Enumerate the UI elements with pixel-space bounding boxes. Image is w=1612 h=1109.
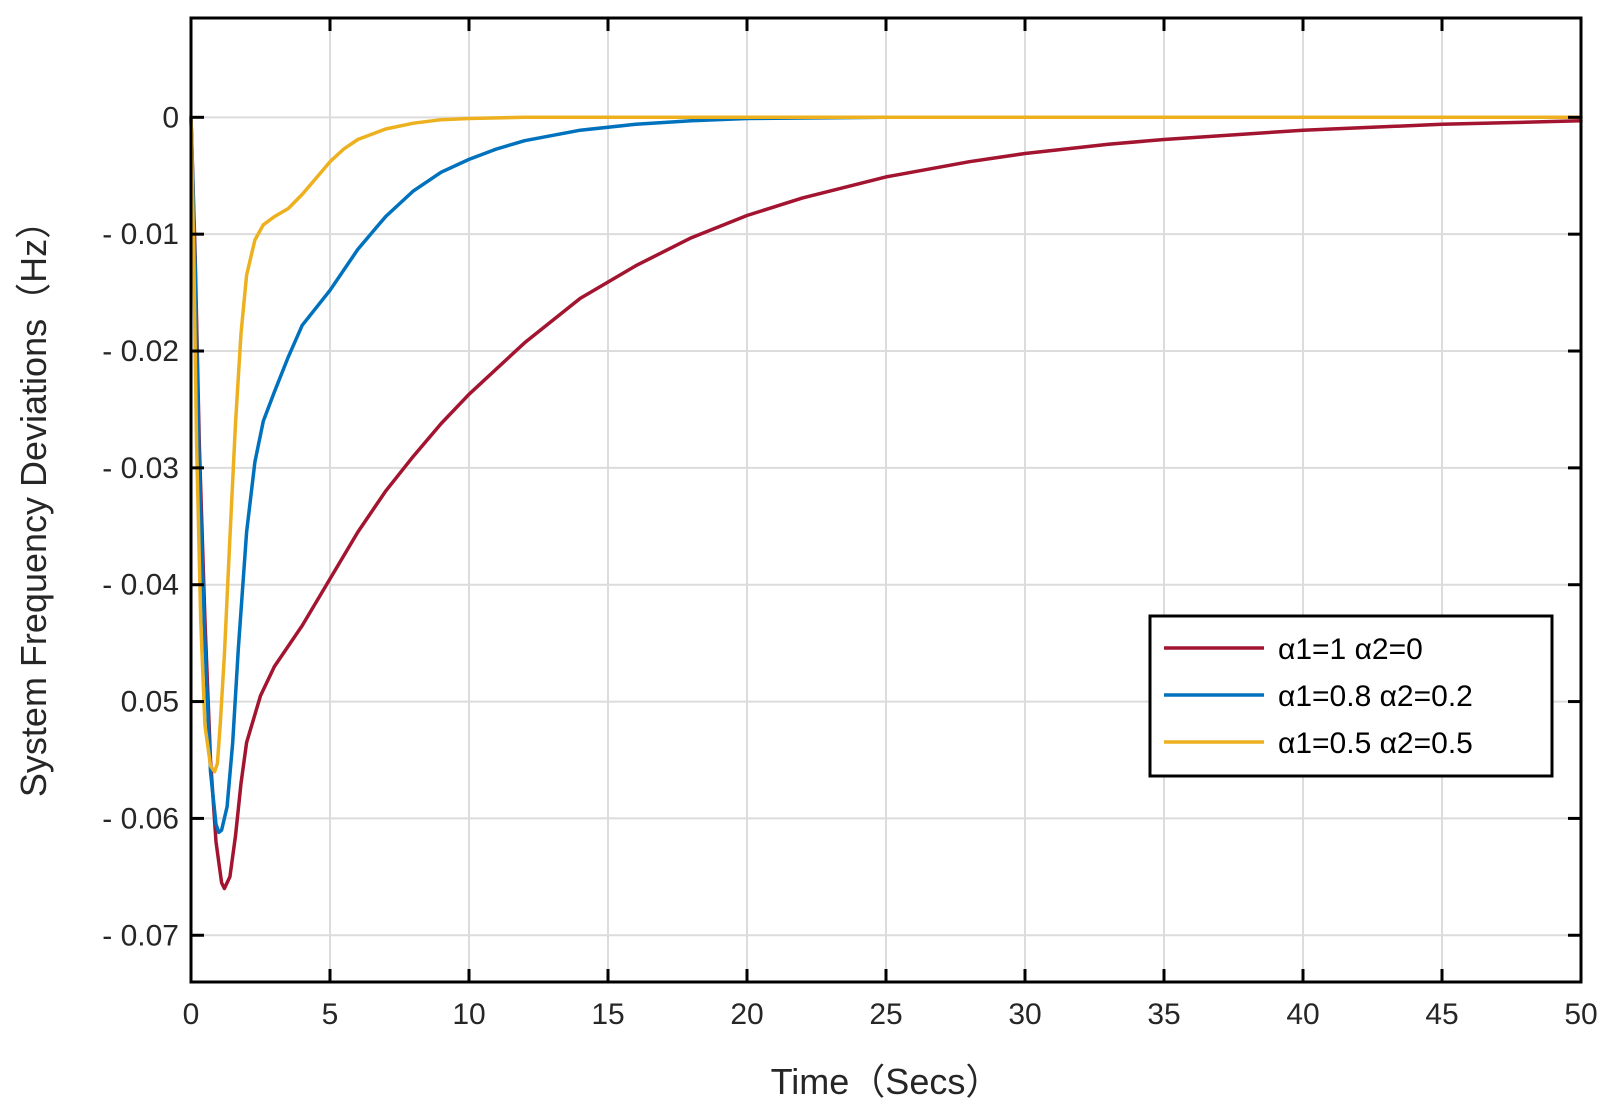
legend-label: α1=0.8 α2=0.2 (1278, 680, 1473, 713)
legend: α1=1 α2=0 α1=0.8 α2=0.2 α1=0.5 α2=0.5 (1148, 614, 1554, 778)
y-tick-label: - 0.07 (102, 919, 179, 952)
series-line-2 (189, 115, 1583, 835)
x-tick-label: 50 (1564, 998, 1597, 1031)
x-tick-label: 20 (730, 998, 763, 1031)
y-tick-label: - 0.01 (102, 218, 179, 251)
y-tick-label: - 0.02 (102, 335, 179, 368)
x-tick-label: 30 (1008, 998, 1041, 1031)
x-tick-label: 15 (591, 998, 624, 1031)
y-axis-title: System Frequency Deviations（Hz） (13, 203, 54, 797)
x-tick-label: 25 (869, 998, 902, 1031)
x-tick-labels: 0 5 10 15 20 25 30 35 40 45 50 (183, 998, 1598, 1031)
x-tick-label: 0 (183, 998, 200, 1031)
y-tick-label: - 0.03 (102, 452, 179, 485)
y-tick-label: - 0.04 (102, 569, 179, 602)
x-tick-label: 45 (1425, 998, 1458, 1031)
y-tick-labels: 0 - 0.01 - 0.02 - 0.03 - 0.04 0.05 - 0.06 - 0.0… (102, 101, 179, 952)
series-layer (189, 115, 1583, 891)
x-tick-label: 5 (322, 998, 339, 1031)
y-tick-label: - 0.06 (102, 802, 179, 835)
series-line-1 (189, 115, 1583, 891)
series-line-3 (189, 115, 1583, 774)
y-tick-label: 0.05 (121, 686, 179, 719)
x-tick-label: 35 (1147, 998, 1180, 1031)
ticks (189, 18, 1583, 982)
legend-label: α1=0.5 α2=0.5 (1278, 727, 1473, 760)
x-axis-title: Time（Secs） (771, 1061, 1002, 1102)
x-tick-label: 40 (1286, 998, 1319, 1031)
x-tick-label: 10 (452, 998, 485, 1031)
legend-label: α1=1 α2=0 (1278, 633, 1423, 666)
y-tick-label: 0 (162, 101, 179, 134)
